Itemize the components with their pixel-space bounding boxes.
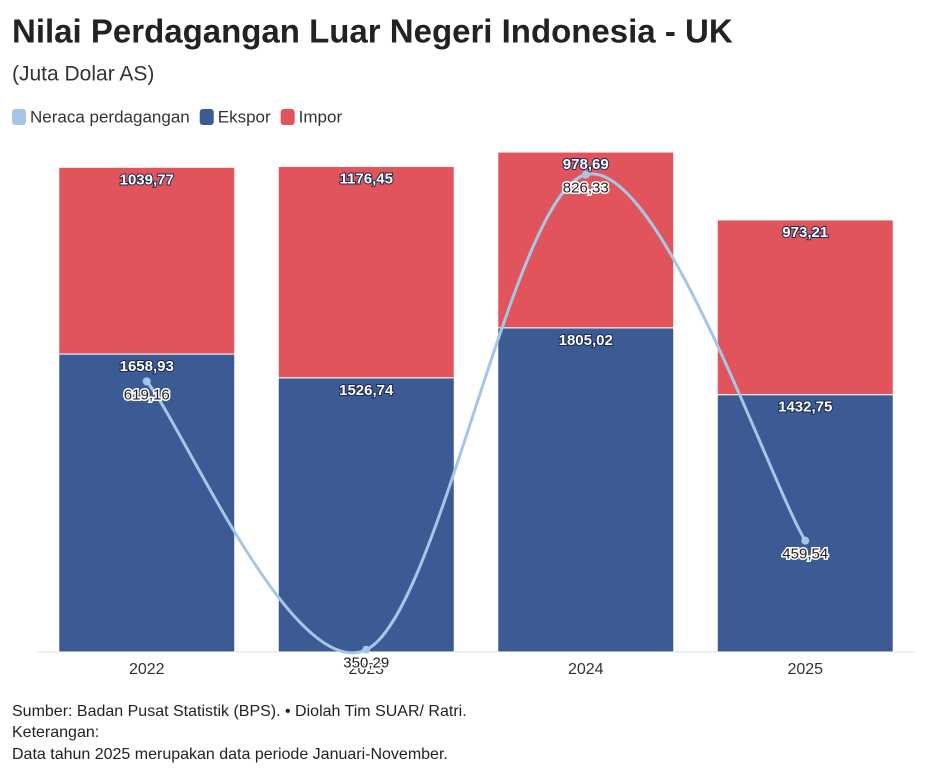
source: Sumber: Badan Pusat Statistik (BPS). • D… — [12, 703, 467, 720]
data-label: 459,54 — [782, 546, 828, 563]
data-label: 1432,75 — [778, 399, 832, 416]
legend-swatch — [280, 109, 295, 125]
data-label: 350,29 — [343, 655, 389, 672]
line-point — [362, 645, 371, 654]
bar — [716, 394, 894, 653]
data-label: 1176,45 — [340, 170, 393, 187]
line-point — [581, 170, 590, 179]
bar — [277, 377, 455, 653]
data-label: 1039,77 — [120, 171, 174, 188]
x-tick-label: 2023 — [348, 661, 384, 678]
data-label: 1658,93 — [120, 358, 174, 375]
line — [145, 172, 807, 655]
line-point — [801, 536, 810, 545]
x-tick-label: 2022 — [129, 661, 165, 678]
x-tick-label: 2024 — [568, 661, 604, 678]
chart-subtitle: (Juta Dolar AS) — [12, 63, 154, 86]
bar — [58, 166, 236, 355]
data-label: 1805,02 — [559, 332, 613, 349]
bar — [497, 327, 675, 653]
legend-label: Impor — [299, 107, 343, 126]
data-label: 978,69 — [563, 156, 609, 173]
data-label: 619,16 — [124, 386, 170, 403]
legend-swatch — [199, 109, 214, 125]
note: Data tahun 2025 merupakan data periode J… — [12, 746, 448, 763]
bar — [497, 151, 675, 329]
legend-swatch — [12, 109, 26, 125]
legend: Neraca perdagangan Ekspor Impor — [12, 107, 342, 126]
line-point — [142, 377, 151, 386]
bar — [716, 219, 894, 396]
legend-label: Neraca perdagangan — [30, 107, 190, 126]
note-heading: Keterangan: — [12, 724, 99, 741]
bar — [277, 166, 455, 379]
data-label: 973,21 — [782, 224, 828, 241]
data-label: 826,33 — [563, 180, 609, 197]
bar — [58, 353, 236, 653]
legend-label: Ekspor — [218, 107, 271, 126]
chart-title: Nilai Perdagangan Luar Negeri Indonesia … — [12, 13, 733, 50]
x-tick-label: 2025 — [787, 661, 823, 678]
data-label: 1526,74 — [339, 382, 394, 399]
